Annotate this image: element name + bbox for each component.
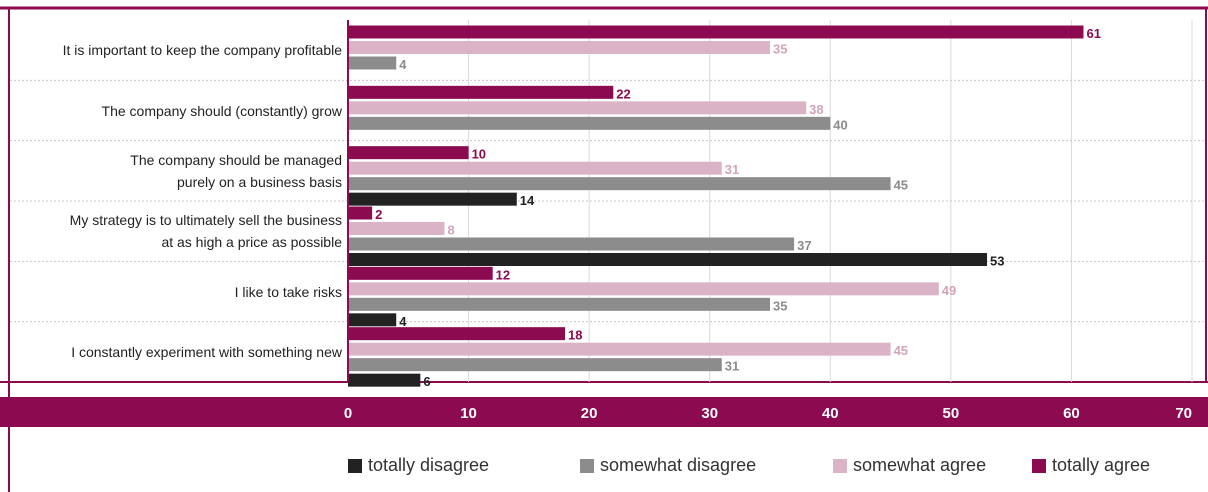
bar-totally-disagree xyxy=(348,313,397,327)
value-label: 61 xyxy=(1086,26,1100,41)
category-label-line: I like to take risks xyxy=(234,283,342,300)
bar-totally-agree xyxy=(348,266,493,280)
value-label: 31 xyxy=(725,162,739,177)
x-tick-label: 70 xyxy=(1175,405,1192,422)
value-label: 8 xyxy=(447,223,454,238)
bar-totally-disagree xyxy=(348,192,517,206)
x-tick-label: 60 xyxy=(1063,405,1080,422)
x-tick-labels: 0 10 20 30 40 50 60 70 xyxy=(344,405,1192,422)
x-tick-label: 30 xyxy=(701,405,718,422)
value-label: 12 xyxy=(496,267,510,282)
bar-totally-agree xyxy=(348,327,566,341)
gridlines xyxy=(10,20,1204,382)
value-label: 49 xyxy=(942,283,956,298)
bars xyxy=(348,25,1084,387)
x-tick-label: 20 xyxy=(581,405,598,422)
value-label: 37 xyxy=(797,238,811,253)
legend-item: somewhat disagree xyxy=(580,455,756,476)
category-label-line: The company should (constantly) grow xyxy=(101,102,342,119)
legend-swatch xyxy=(580,458,594,473)
bar-totally-agree xyxy=(348,85,614,99)
bar-totally-disagree xyxy=(348,373,421,387)
legend-swatch xyxy=(1032,458,1046,473)
bar-somewhat-disagree xyxy=(348,237,795,251)
bar-somewhat-disagree xyxy=(348,177,891,191)
value-label: 6 xyxy=(423,374,430,389)
value-label: 53 xyxy=(990,254,1004,269)
bar-somewhat-agree xyxy=(348,222,445,235)
category-label: The company should be managed purely on a… xyxy=(130,149,342,193)
category-label: The company should (constantly) grow xyxy=(102,100,342,122)
category-label-line: It is important to keep the company prof… xyxy=(62,42,342,59)
value-labels: 61 22 10 2 12 18 35 38 31 8 49 45 4 40 45 37 35 31 14 53 4 6 xyxy=(375,26,1101,389)
legend-label: somewhat agree xyxy=(853,455,987,475)
x-axis-band xyxy=(0,397,1208,427)
value-label: 35 xyxy=(773,298,787,313)
value-label: 4 xyxy=(399,57,407,72)
value-label: 18 xyxy=(568,328,582,343)
value-label: 38 xyxy=(809,102,823,117)
category-label: It is important to keep the company prof… xyxy=(63,39,342,61)
category-label: I like to take risks xyxy=(235,281,342,303)
x-tick-label: 0 xyxy=(344,405,352,422)
bar-totally-agree xyxy=(348,146,469,160)
legend-label: totally agree xyxy=(1052,455,1151,475)
legend-item: somewhat agree xyxy=(833,455,986,476)
legend-item: totally disagree xyxy=(348,455,489,476)
category-label-line: at as high a price as possible xyxy=(161,234,342,251)
category-label-line: The company should be managed xyxy=(130,151,342,168)
value-label: 40 xyxy=(833,117,847,132)
value-label: 2 xyxy=(375,207,382,222)
bar-somewhat-agree xyxy=(348,101,807,115)
category-label: My strategy is to ultimately sell the bu… xyxy=(70,209,342,253)
category-label: I constantly experiment with something n… xyxy=(71,341,342,363)
bar-somewhat-disagree xyxy=(348,116,831,130)
value-label: 31 xyxy=(725,359,739,374)
x-tick-label: 50 xyxy=(943,405,960,422)
bar-totally-agree xyxy=(348,206,373,220)
value-label: 22 xyxy=(616,86,630,101)
value-label: 4 xyxy=(399,314,407,329)
bar-somewhat-agree xyxy=(348,161,722,175)
bar-somewhat-disagree xyxy=(348,297,770,311)
bar-somewhat-agree xyxy=(348,41,770,54)
bar-somewhat-disagree xyxy=(348,56,397,70)
value-label: 10 xyxy=(472,147,486,162)
category-label-line: My strategy is to ultimately sell the bu… xyxy=(69,212,342,229)
legend-swatch xyxy=(833,458,847,473)
bar-somewhat-agree xyxy=(348,342,891,356)
x-tick-label: 40 xyxy=(822,405,839,422)
legend-label: somewhat disagree xyxy=(600,455,757,475)
value-label: 45 xyxy=(894,178,908,193)
value-label: 35 xyxy=(773,42,787,57)
bar-totally-disagree xyxy=(348,253,988,266)
category-label-line: I constantly experiment with something n… xyxy=(71,343,342,360)
value-label: 45 xyxy=(894,343,908,358)
bar-somewhat-agree xyxy=(348,282,939,296)
bar-somewhat-disagree xyxy=(348,358,722,372)
bar-totally-agree xyxy=(348,25,1084,39)
legend-item: totally agree xyxy=(1032,455,1150,476)
legend-label: totally disagree xyxy=(368,455,490,475)
category-label-line: purely on a business basis xyxy=(177,173,342,190)
legend: totally disagree somewhat disagree somewha… xyxy=(0,455,1208,477)
value-label: 14 xyxy=(520,193,535,208)
x-tick-label: 10 xyxy=(460,405,477,422)
legend-swatch xyxy=(348,458,362,473)
